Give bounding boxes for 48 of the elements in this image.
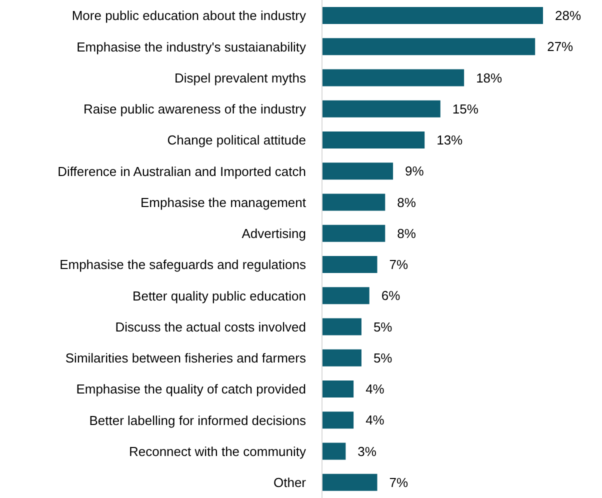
y-tick-label: Better quality public education xyxy=(132,288,306,304)
data-label: 4% xyxy=(366,382,385,397)
bar xyxy=(322,318,362,336)
y-tick-label: Discuss the actual costs involved xyxy=(115,319,306,334)
data-label: 7% xyxy=(389,257,408,272)
y-tick-label: Difference in Australian and Imported catch xyxy=(58,164,306,179)
bar xyxy=(322,412,354,429)
bar xyxy=(322,100,440,118)
bar xyxy=(322,349,362,366)
y-tick-label: Advertising xyxy=(242,226,306,242)
y-tick-label: Similarities between fisheries and farmers xyxy=(65,350,306,366)
bar xyxy=(322,7,543,24)
bar xyxy=(322,287,370,304)
y-tick-label: More public education about the industry xyxy=(72,8,306,24)
data-label: 8% xyxy=(397,226,416,241)
bar xyxy=(322,474,378,491)
y-tick-label: Dispel prevalent myths xyxy=(174,70,306,86)
y-tick-label: Emphasise the quality of catch provided xyxy=(76,382,306,397)
y-tick-label: Other xyxy=(273,475,307,490)
bar xyxy=(322,194,386,211)
bar xyxy=(322,442,346,460)
y-tick-label: Emphasise the management xyxy=(140,194,306,210)
data-label: 28% xyxy=(555,8,582,24)
data-label: 8% xyxy=(397,194,416,210)
data-label: 5% xyxy=(373,350,393,366)
y-tick-label: Reconnect with the community xyxy=(128,444,306,459)
data-label: 7% xyxy=(389,474,408,490)
y-tick-label: Emphasise the industry's sustaianability xyxy=(76,39,306,54)
bar xyxy=(322,132,425,148)
y-tick-label: Better labelling for informed decisions xyxy=(89,412,306,428)
data-label: 13% xyxy=(436,132,464,148)
bar xyxy=(322,69,464,86)
data-label: 9% xyxy=(405,164,424,179)
y-tick-label: Raise public awareness of the industry xyxy=(83,102,306,117)
y-tick-label: Emphasise the safeguards and regulations xyxy=(60,257,306,272)
bar xyxy=(322,380,354,398)
bar xyxy=(322,224,386,242)
bar xyxy=(322,162,394,180)
data-label: 27% xyxy=(547,39,574,54)
data-label: 18% xyxy=(476,70,503,86)
data-label: 15% xyxy=(452,101,479,116)
bar xyxy=(322,38,536,56)
data-label: 3% xyxy=(358,444,377,459)
data-label: 5% xyxy=(373,319,393,334)
bar xyxy=(322,256,378,273)
data-label: 6% xyxy=(381,288,401,304)
data-label: 4% xyxy=(366,412,385,428)
y-tick-label: Change political attitude xyxy=(167,132,306,148)
